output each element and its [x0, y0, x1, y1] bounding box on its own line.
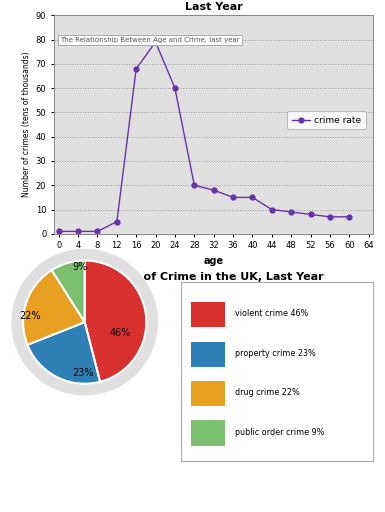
FancyBboxPatch shape — [181, 282, 373, 461]
Text: The Relationship Between Age and Crime, last year: The Relationship Between Age and Crime, … — [60, 37, 240, 43]
Text: 23%: 23% — [73, 368, 94, 378]
crime rate — [270, 206, 274, 212]
crime rate — [192, 182, 197, 188]
crime rate — [289, 209, 293, 215]
Circle shape — [12, 249, 157, 395]
crime rate — [347, 214, 352, 220]
crime rate — [250, 195, 255, 201]
Text: drug crime 22%: drug crime 22% — [235, 388, 300, 397]
Text: 9%: 9% — [72, 262, 87, 272]
Bar — [191, 381, 225, 406]
Wedge shape — [85, 261, 146, 382]
crime rate — [114, 219, 119, 225]
Text: 46%: 46% — [110, 328, 131, 338]
crime rate — [231, 195, 235, 201]
Wedge shape — [27, 322, 100, 383]
Y-axis label: Number of crimes (tens of thousands): Number of crimes (tens of thousands) — [22, 52, 32, 198]
crime rate — [57, 228, 61, 234]
Bar — [191, 302, 225, 327]
Wedge shape — [23, 270, 85, 345]
Text: 22%: 22% — [20, 311, 41, 321]
crime rate — [211, 187, 216, 193]
Bar — [191, 420, 225, 445]
Text: public order crime 9%: public order crime 9% — [235, 428, 324, 437]
crime rate — [328, 214, 332, 220]
Wedge shape — [52, 261, 85, 322]
Bar — [191, 342, 225, 367]
crime rate — [76, 228, 80, 234]
crime rate — [172, 85, 177, 91]
X-axis label: age: age — [204, 256, 224, 266]
crime rate — [95, 228, 100, 234]
crime rate — [153, 39, 158, 45]
Legend: crime rate: crime rate — [287, 111, 366, 129]
crime rate — [308, 211, 313, 218]
Title: Types of Crime in the UK, Last Year: Types of Crime in the UK, Last Year — [104, 272, 323, 282]
Text: violent crime 46%: violent crime 46% — [235, 309, 308, 318]
Text: property crime 23%: property crime 23% — [235, 349, 316, 358]
Line: crime rate: crime rate — [56, 39, 352, 234]
Title: The Relationship Between Age and Crime,
Last Year: The Relationship Between Age and Crime, … — [82, 0, 345, 12]
crime rate — [134, 66, 139, 72]
